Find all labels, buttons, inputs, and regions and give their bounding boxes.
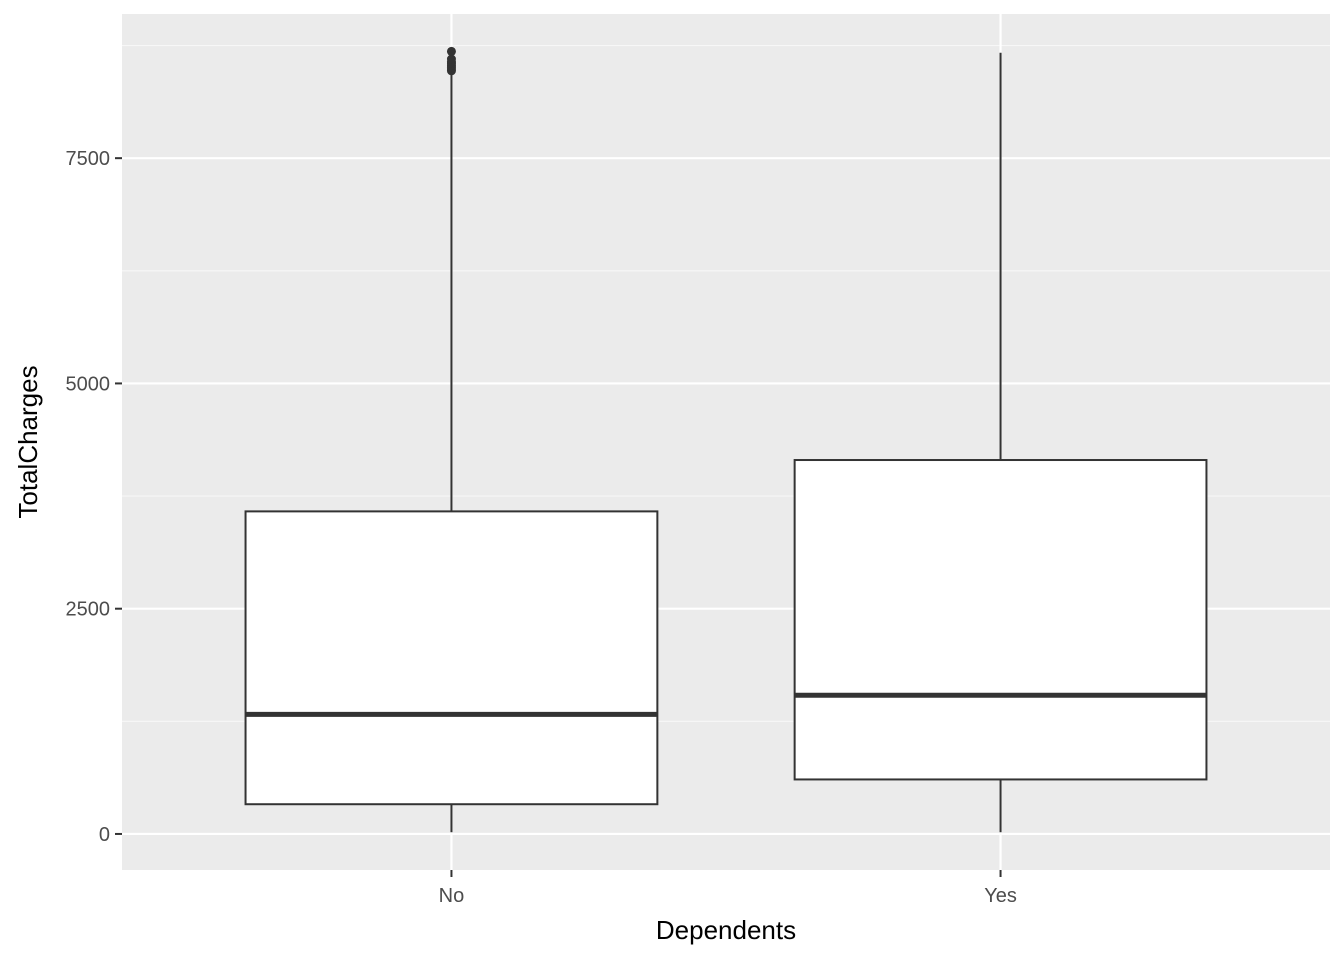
- y-axis-title: TotalCharges: [13, 365, 43, 518]
- y-tick-label: 5000: [66, 373, 111, 395]
- boxes-layer: [244, 46, 1208, 833]
- box-yes: [793, 52, 1208, 833]
- x-tick-label: No: [439, 885, 465, 907]
- x-tick-label: Yes: [984, 885, 1017, 907]
- outlier-point: [446, 46, 456, 56]
- outlier-point: [446, 54, 456, 64]
- y-tick-label: 2500: [66, 599, 111, 621]
- box-no: [244, 46, 659, 833]
- x-axis-title: Dependents: [656, 915, 796, 945]
- y-tick-label: 7500: [66, 148, 111, 170]
- y-axis: 0 2500 5000 7500: [66, 148, 122, 846]
- iqr-box: [244, 510, 659, 806]
- iqr-box: [793, 459, 1208, 781]
- y-tick-label: 0: [99, 824, 110, 846]
- x-axis: No Yes: [439, 870, 1017, 907]
